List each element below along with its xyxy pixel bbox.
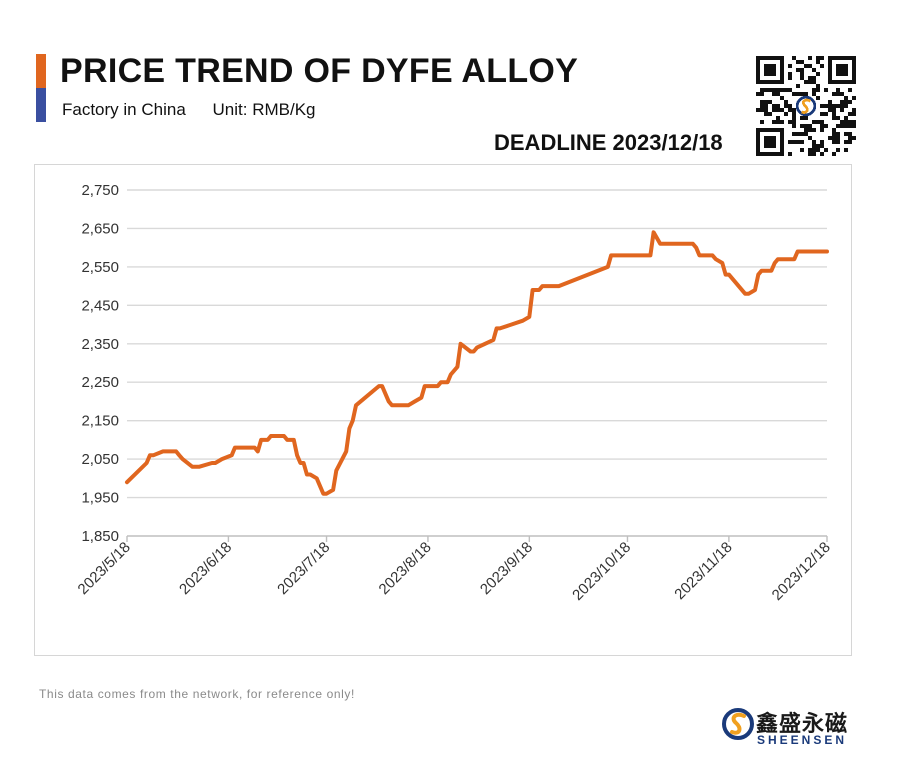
x-tick-label: 2023/8/18 <box>376 539 435 598</box>
brand-name-en: SHEENSEN <box>757 733 848 747</box>
x-tick-label: 2023/12/18 <box>769 539 834 604</box>
y-tick-label: 1,950 <box>81 490 119 507</box>
x-tick-label: 2023/6/18 <box>176 539 235 598</box>
deadline-label: DEADLINE 2023/12/18 <box>494 130 723 155</box>
x-tick-label: 2023/9/18 <box>477 539 536 598</box>
accent-bar-orange <box>36 54 46 88</box>
x-tick-label: 2023/10/18 <box>569 539 634 604</box>
y-tick-label: 2,450 <box>81 297 119 314</box>
y-tick-label: 2,650 <box>81 220 119 237</box>
brand-name-cn: 鑫盛永磁 <box>756 712 849 737</box>
price-line-chart: 1,850 1,950 2,050 2,150 2,250 2,350 2,450 2,550… <box>75 182 834 604</box>
price-series-line <box>125 230 829 496</box>
y-tick-label: 2,350 <box>81 336 119 353</box>
x-tick-label: 2023/5/18 <box>75 539 134 598</box>
y-tick-label: 2,750 <box>81 182 119 199</box>
qr-code-icon <box>756 56 856 156</box>
sheensen-logo-icon <box>722 708 754 740</box>
chart-frame: 1,850 1,950 2,050 2,150 2,250 2,350 2,450 2,550… <box>34 164 852 656</box>
y-tick-label: 1,850 <box>81 528 119 545</box>
x-tick-label: 2023/11/18 <box>671 539 735 603</box>
unit-label: Unit: RMB/Kg <box>212 100 316 119</box>
y-tick-label: 2,250 <box>81 374 119 391</box>
factory-label: Factory in China <box>62 100 186 119</box>
source-note: This data comes from the network, for re… <box>39 687 355 701</box>
y-tick-label: 2,550 <box>81 259 119 276</box>
x-tick-label: 2023/7/18 <box>274 539 333 598</box>
subtitle: Factory in China Unit: RMB/Kg <box>62 100 338 120</box>
y-tick-label: 2,150 <box>81 413 119 430</box>
y-tick-label: 2,050 <box>81 451 119 468</box>
brand-logo: 鑫盛永磁 SHEENSEN <box>722 704 862 748</box>
title-accent-bar <box>36 54 46 122</box>
accent-bar-blue <box>36 88 46 122</box>
page-title: PRICE TREND OF DYFE ALLOY <box>60 52 579 90</box>
